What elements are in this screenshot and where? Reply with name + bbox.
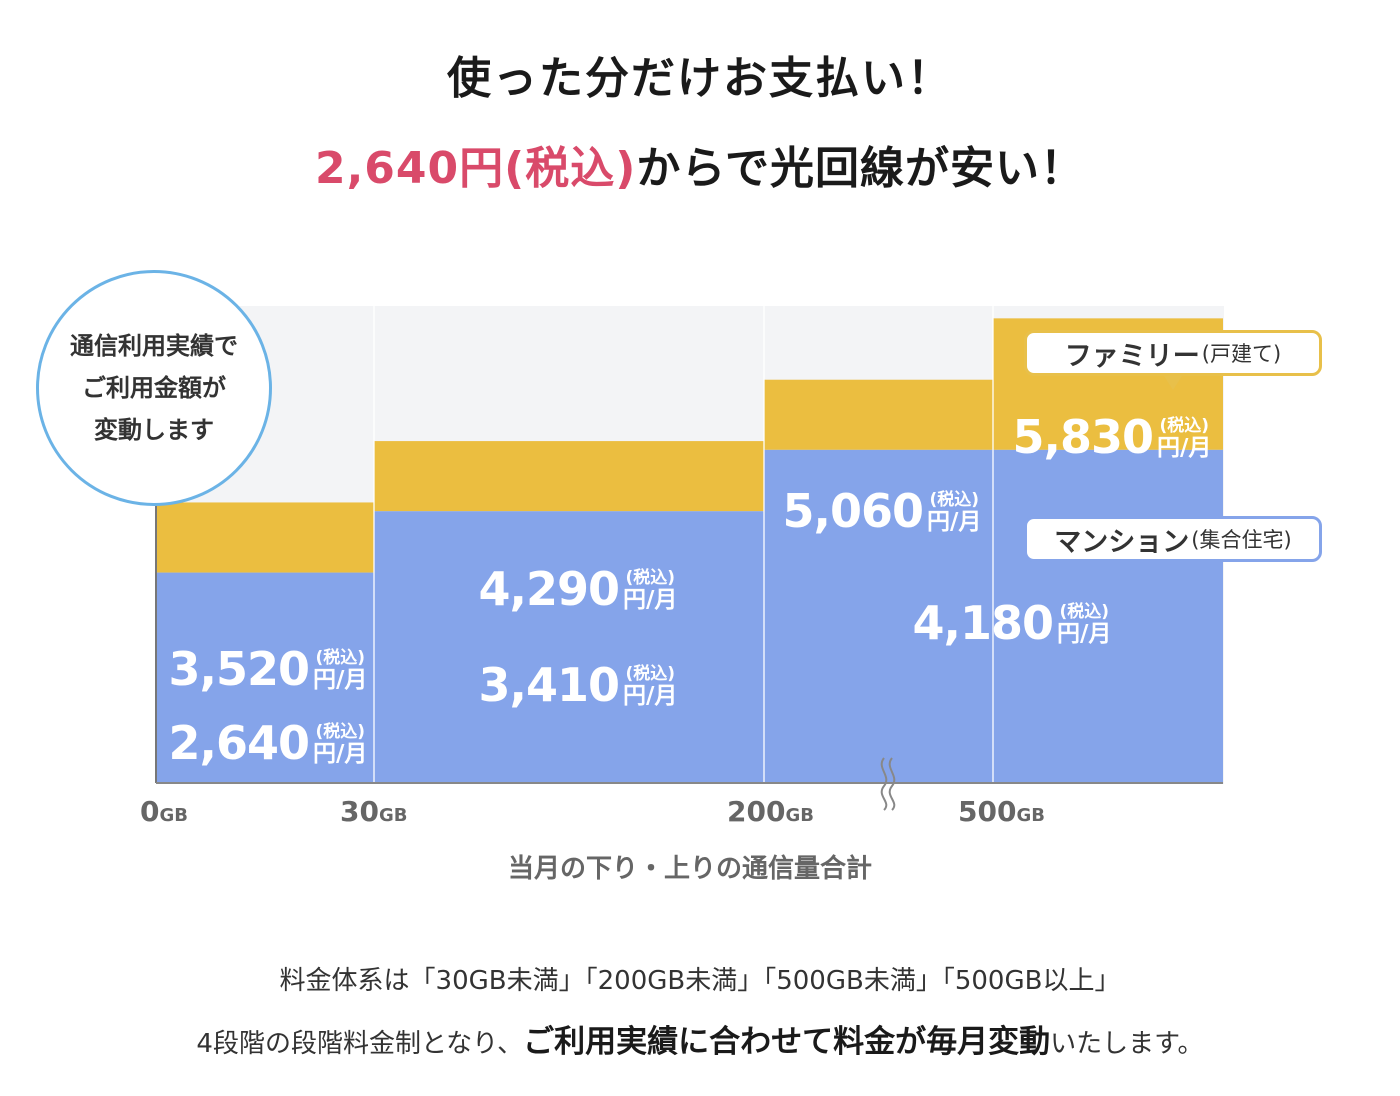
footer-line-1: 料金体系は「30GB未満」「200GB未満」「500GB未満」「500GB以上」 bbox=[279, 966, 1121, 996]
legend-tag-mansion: マンション (集合住宅) bbox=[1024, 516, 1322, 562]
bubble-line: 通信利用実績で bbox=[70, 332, 238, 360]
price-label-family-3-unit: 円/月 bbox=[1157, 435, 1212, 461]
bar-mansion-2 bbox=[764, 449, 993, 783]
bar-mansion-0 bbox=[156, 572, 374, 783]
tick-label-30gb: 30GB bbox=[340, 795, 408, 828]
price-label-family-0-value: 3,520 bbox=[168, 642, 311, 696]
price-label-mansion-1-unit: 円/月 bbox=[623, 683, 678, 709]
x-axis-title: 当月の下り・上りの通信量合計 bbox=[507, 854, 872, 884]
price-label-mansion-0-unit: 円/月 bbox=[313, 741, 368, 767]
legend-mansion-pointer bbox=[1164, 562, 1182, 576]
info-bubble: 通信利用実績で ご利用金額が 変動します bbox=[36, 270, 272, 506]
bar-mansion-3 bbox=[993, 449, 1223, 783]
price-label-family-2-unit: 円/月 bbox=[927, 509, 982, 535]
bar-family-1 bbox=[374, 441, 764, 512]
subtitle-rest: からで光回線が安い！ bbox=[636, 143, 1086, 194]
tick-label-500gb: 500GB bbox=[958, 795, 1045, 828]
price-label-family-3-tax: (税込) bbox=[1159, 416, 1209, 436]
price-label-family-2: 5,060 (税込) 円/月 bbox=[783, 488, 982, 534]
price-label-family-3-value: 5,830 bbox=[1012, 410, 1155, 464]
bubble-line: ご利用金額が bbox=[82, 374, 226, 402]
tick-label-200gb: 200GB bbox=[727, 795, 814, 828]
price-label-family-1: 4,290 (税込) 円/月 bbox=[479, 566, 678, 612]
footer-line-2-end: いたします。 bbox=[1050, 1029, 1204, 1059]
bar-family-2 bbox=[764, 379, 993, 450]
bubble-line: 変動します bbox=[94, 416, 214, 444]
legend-family-pointer bbox=[1164, 376, 1182, 390]
axis-break-icon bbox=[888, 757, 896, 811]
price-label-family-0-unit: 円/月 bbox=[313, 667, 368, 693]
footer-line-2-start: 4段階の段階料金制となり、 bbox=[196, 1029, 524, 1059]
price-label-mansion-2: 4,180 (税込) 円/月 bbox=[913, 600, 1112, 646]
page-subtitle: 2,640円(税込)からで光回線が安い！ bbox=[0, 132, 1400, 196]
page-title: 使った分だけお支払い！ bbox=[447, 53, 953, 104]
price-label-mansion-0-tax: (税込) bbox=[315, 722, 365, 742]
price-label-mansion-2-value: 4,180 bbox=[912, 596, 1055, 650]
price-label-mansion-0: 2,640 (税込) 円/月 bbox=[169, 720, 368, 766]
price-label-family-2-value: 5,060 bbox=[782, 484, 925, 538]
axis-break-icon bbox=[880, 757, 888, 811]
price-label-family-1-value: 4,290 bbox=[478, 562, 621, 616]
price-label-family-3: 5,830 (税込) 円/月 bbox=[1013, 414, 1212, 460]
price-label-family-2-tax: (税込) bbox=[929, 490, 979, 510]
price-label-family-0-tax: (税込) bbox=[315, 648, 365, 668]
footer-line-2: 4段階の段階料金制となり、ご利用実績に合わせて料金が毎月変動いたします。 bbox=[0, 1016, 1400, 1061]
legend-mansion-sublabel: (集合住宅) bbox=[1191, 528, 1292, 552]
price-label-mansion-0-value: 2,640 bbox=[168, 716, 311, 770]
legend-tag-family: ファミリー (戸建て) bbox=[1024, 330, 1322, 376]
price-label-mansion-1-tax: (税込) bbox=[625, 664, 675, 684]
bar-mansion-1 bbox=[374, 511, 764, 783]
price-label-family-0: 3,520 (税込) 円/月 bbox=[169, 646, 368, 692]
bar-family-0 bbox=[156, 502, 374, 573]
price-label-mansion-1: 3,410 (税込) 円/月 bbox=[479, 662, 678, 708]
legend-mansion-label: マンション bbox=[1054, 526, 1190, 558]
legend-family-label: ファミリー bbox=[1064, 340, 1200, 372]
price-label-family-1-tax: (税込) bbox=[625, 568, 675, 588]
subtitle-highlight-price: 2,640円(税込) bbox=[314, 143, 637, 194]
price-label-mansion-2-tax: (税込) bbox=[1059, 602, 1109, 622]
price-label-mansion-1-value: 3,410 bbox=[478, 658, 621, 712]
legend-family-sublabel: (戸建て) bbox=[1201, 342, 1282, 366]
price-label-mansion-2-unit: 円/月 bbox=[1057, 621, 1112, 647]
footer-line-2-emphasis: ご利用実績に合わせて料金が毎月変動 bbox=[523, 1024, 1051, 1060]
tick-label-0gb: 0GB bbox=[140, 795, 188, 828]
price-label-family-1-unit: 円/月 bbox=[623, 587, 678, 613]
